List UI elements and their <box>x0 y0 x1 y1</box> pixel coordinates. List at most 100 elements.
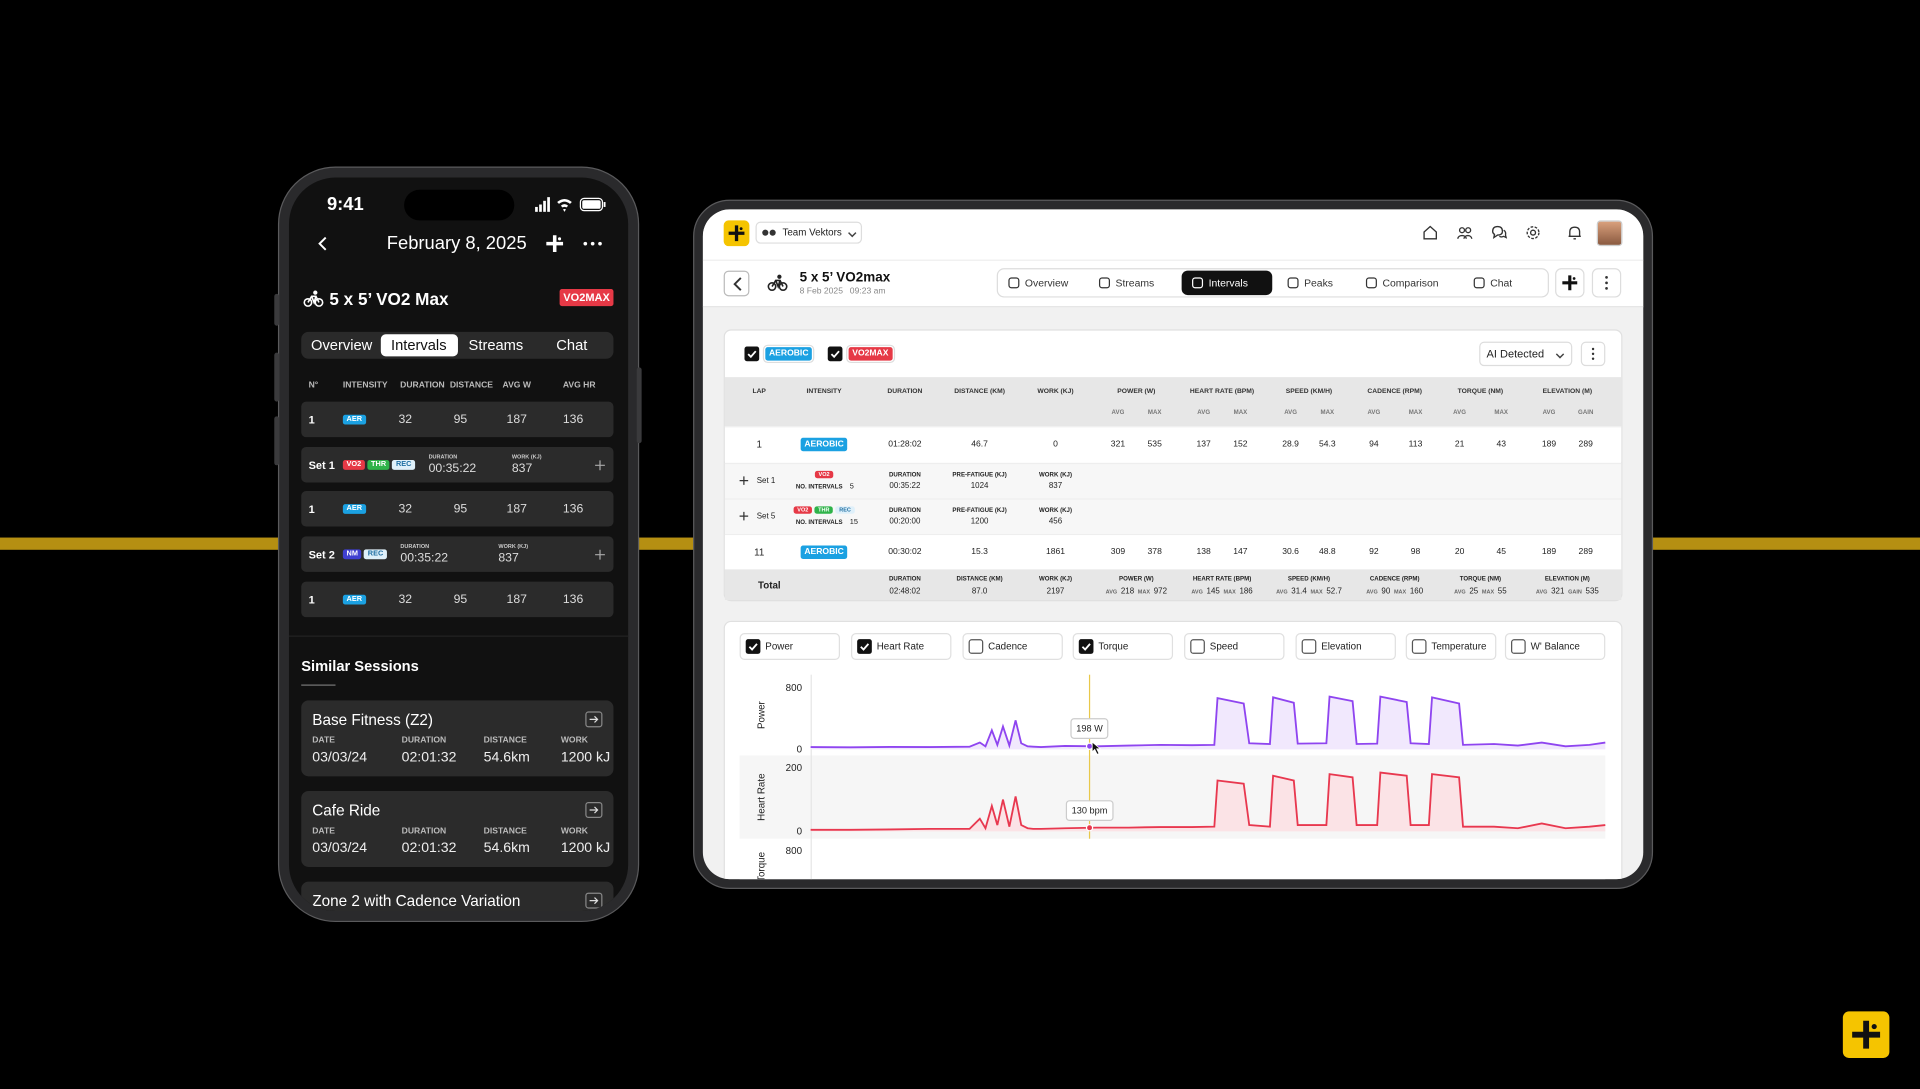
row-label: Set 1 <box>308 458 335 471</box>
intervals-value: 15 <box>849 518 858 526</box>
field-label: PRE-FATIGUE (KJ) <box>952 470 1007 479</box>
tab[interactable]: Intervals <box>1208 276 1248 289</box>
session-value: 03/03/24 <box>312 841 368 856</box>
stream-checkbox[interactable] <box>1411 639 1427 654</box>
back-button[interactable] <box>317 236 328 251</box>
session-date: 8 Feb 2025 <box>799 287 843 296</box>
session-label: DURATION <box>401 827 447 836</box>
filter-checkbox[interactable] <box>827 346 843 362</box>
team-name: Team Vektors <box>782 227 842 239</box>
phone-button <box>274 293 280 326</box>
tab[interactable]: Chat <box>556 336 588 354</box>
session-tag: VO2MAX <box>559 288 614 307</box>
tag-group: AER <box>342 414 366 425</box>
session-label: DATE <box>312 827 335 836</box>
row-label: Set 2 <box>308 547 335 561</box>
back-button[interactable] <box>723 270 750 297</box>
session-value: 03/03/24 <box>312 750 368 766</box>
filter-checkbox[interactable] <box>744 346 760 362</box>
user-avatar[interactable] <box>1596 220 1623 247</box>
open-button[interactable] <box>585 892 603 909</box>
stream-checkbox[interactable] <box>1511 639 1526 654</box>
tag: VO2 <box>814 470 834 479</box>
session-card[interactable] <box>301 791 614 867</box>
stream-checkbox[interactable] <box>1078 639 1094 654</box>
stat-value: 535 <box>1585 587 1599 596</box>
tag-group: VO2 <box>814 470 834 479</box>
stream-toggle[interactable] <box>1405 633 1497 660</box>
nav-icon[interactable] <box>1423 225 1438 240</box>
back-chevron <box>733 277 742 291</box>
stream-toggle[interactable] <box>1295 633 1396 660</box>
stream-checkbox[interactable] <box>745 639 761 654</box>
nav-icon[interactable] <box>1567 225 1582 240</box>
stream-label: Temperature <box>1431 641 1487 653</box>
field-value: 837 <box>511 461 533 476</box>
session-value: 54.6km <box>483 750 530 766</box>
tag-group: AER <box>342 594 366 605</box>
row-label: 1 <box>308 593 315 606</box>
session-title: 5 x 5’ VO2max <box>799 270 891 286</box>
cell: 0 <box>1053 439 1058 449</box>
expand-button[interactable] <box>595 459 605 470</box>
intensity-tag: AEROBIC <box>800 544 848 559</box>
team-selector[interactable] <box>755 221 863 244</box>
tag: AER <box>342 503 366 515</box>
tab[interactable]: Streams <box>1115 276 1155 289</box>
tab-icon <box>1098 277 1110 289</box>
nav-icon[interactable] <box>1491 225 1508 240</box>
add-icon <box>1562 275 1578 291</box>
cell: 95 <box>453 592 468 607</box>
dynamic-island <box>404 189 515 221</box>
tab[interactable]: Peaks <box>1304 276 1334 289</box>
cell: 187 <box>506 502 527 516</box>
session-card[interactable] <box>301 700 614 777</box>
cell: 189 <box>1541 439 1557 449</box>
field-label: CADENCE (RPM) <box>1369 575 1420 583</box>
stream-label: Elevation <box>1321 641 1362 653</box>
more-button[interactable] <box>583 241 603 246</box>
tag: AER <box>342 594 366 605</box>
stream-label: Speed <box>1209 641 1239 653</box>
nav-icon[interactable] <box>1457 225 1473 240</box>
expand-button[interactable] <box>739 475 749 485</box>
expand-button[interactable] <box>739 511 749 520</box>
stream-checkbox[interactable] <box>1190 639 1205 654</box>
phone-button <box>274 352 280 402</box>
tab[interactable]: Overview <box>1024 276 1069 289</box>
tab[interactable]: Streams <box>468 336 524 354</box>
stat-value: 25 <box>1469 587 1479 596</box>
add-button[interactable] <box>544 233 566 255</box>
tag: VO2 <box>793 505 812 515</box>
total-stat: AVG 145 MAX 186 <box>1191 587 1252 596</box>
tab[interactable]: Chat <box>1490 276 1513 289</box>
stream-checkbox[interactable] <box>1301 639 1317 654</box>
tab-active <box>1181 270 1273 296</box>
team-icon <box>762 229 776 236</box>
stream-checkbox[interactable] <box>968 639 984 654</box>
open-button[interactable] <box>585 802 603 818</box>
column-subheader: MAX <box>1408 408 1423 417</box>
nav-icon[interactable] <box>1526 225 1541 240</box>
expand-button[interactable] <box>595 549 605 559</box>
session-card[interactable] <box>301 881 614 912</box>
stream-checkbox[interactable] <box>857 639 872 654</box>
column-subheader: AVG <box>1284 408 1298 417</box>
tab[interactable]: Overview <box>311 336 373 354</box>
cell: 136 <box>562 592 584 607</box>
column-subheader: GAIN <box>1578 408 1594 417</box>
column-header: CADENCE (RPM) <box>1367 388 1423 396</box>
tab[interactable]: Intervals <box>391 336 447 354</box>
session-value: 1200 kJ <box>560 841 611 856</box>
tab[interactable]: Comparison <box>1382 276 1439 289</box>
app-logo-mark <box>728 225 745 242</box>
stat-label: MAX <box>1137 588 1151 595</box>
tab-icon <box>1365 277 1377 289</box>
field-value: 1024 <box>970 481 989 490</box>
phone-button <box>636 367 642 444</box>
open-button[interactable] <box>585 711 603 728</box>
stat-label: MAX <box>1393 588 1407 595</box>
session-name: Cafe Ride <box>312 802 381 820</box>
field-value: 00:20:00 <box>889 516 921 526</box>
tab-icon <box>1192 277 1204 289</box>
